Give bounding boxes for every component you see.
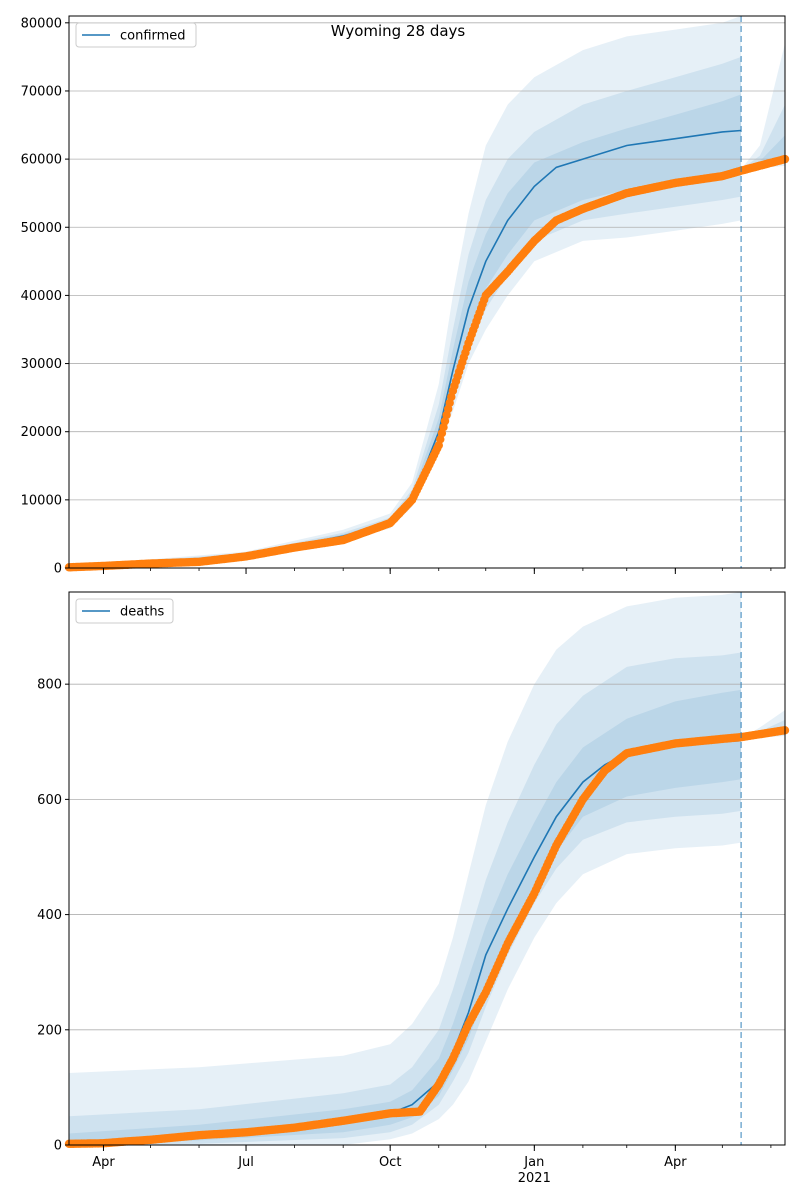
legend-box xyxy=(75,22,197,48)
y-tick-label: 200 xyxy=(37,1023,62,1038)
axes-frame xyxy=(68,591,786,1146)
y-tick-label: 40000 xyxy=(21,289,62,304)
y-tick-label: 0 xyxy=(54,1139,62,1154)
forecast-band-0 xyxy=(741,43,785,170)
y-tick-label: 400 xyxy=(37,908,62,923)
y-tick-label: 80000 xyxy=(21,16,62,31)
y-tick-label: 50000 xyxy=(21,221,62,236)
x-tick-label: Apr xyxy=(92,1155,115,1170)
x-tick-label: Apr xyxy=(664,1155,687,1170)
confidence-band-1 xyxy=(69,56,742,568)
y-tick-label: 20000 xyxy=(21,425,62,440)
confidence-band-0 xyxy=(69,592,742,1145)
confidence-band-2 xyxy=(69,94,742,568)
forecast-band-1 xyxy=(741,104,785,170)
confidence-band-2 xyxy=(69,689,742,1145)
x-tick-sublabel: 2021 xyxy=(518,1171,551,1186)
confirmed-panel: 0 10000 20000 30000 40000 50000 60000 70000 8000… xyxy=(21,15,790,577)
axes-frame xyxy=(68,15,786,569)
legend-box xyxy=(75,598,174,624)
y-tick-label: 70000 xyxy=(21,84,62,99)
confidence-band-0 xyxy=(69,16,742,568)
y-tick-label: 800 xyxy=(37,678,62,693)
y-tick-label: 60000 xyxy=(21,153,62,168)
legend-label: confirmed xyxy=(120,29,186,44)
figure-title: Wyoming 28 days xyxy=(331,22,466,40)
x-tick-label: Jul xyxy=(237,1155,254,1170)
x-tick-label: Oct xyxy=(379,1155,401,1170)
y-tick-label: 0 xyxy=(54,562,62,577)
y-tick-label: 30000 xyxy=(21,357,62,372)
y-tick-label: 10000 xyxy=(21,493,62,508)
y-tick-label: 600 xyxy=(37,793,62,808)
confidence-band-1 xyxy=(69,652,742,1145)
legend-label: deaths xyxy=(120,605,165,620)
x-tick-label: Jan xyxy=(523,1155,544,1170)
